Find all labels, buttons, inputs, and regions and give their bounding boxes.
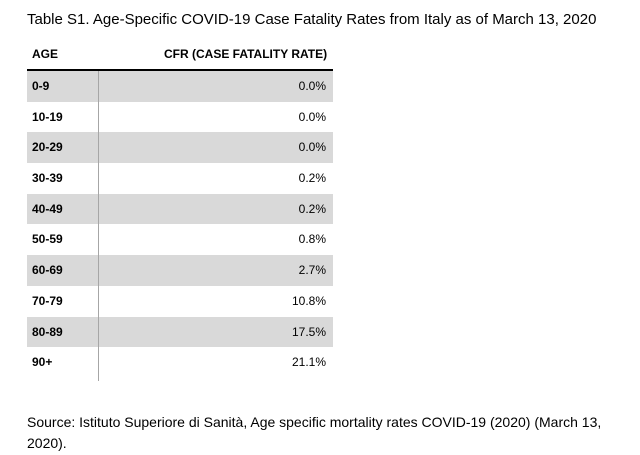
age-cell: 30-39 [32, 171, 63, 186]
cfr-cell: 0.0% [298, 109, 326, 124]
age-cell: 10-19 [32, 109, 63, 124]
table-row: 90+ 21.1% [27, 347, 333, 378]
age-cell: 0-9 [32, 79, 50, 93]
cfr-cell: 0.2% [298, 201, 326, 216]
table-row: 50-59 0.8% [27, 224, 333, 255]
cfr-cell: 0.0% [298, 79, 326, 93]
age-cell: 80-89 [32, 324, 63, 339]
cfr-cell: 0.0% [298, 140, 326, 155]
header-cfr: CFR (CASE FATALITY RATE) [164, 47, 328, 61]
table-header: AGE CFR (CASE FATALITY RATE) [27, 41, 333, 71]
table-body: 0-9 0.0% 10-19 0.0% 20-29 0.0% 30-39 0.2… [27, 71, 333, 378]
table-title: Table S1. Age-Specific COVID-19 Case Fat… [27, 11, 597, 28]
age-cell: 70-79 [32, 293, 63, 308]
table-row: 40-49 0.2% [27, 193, 333, 225]
header-age: AGE [32, 47, 59, 61]
cfr-cell: 2.7% [298, 263, 326, 278]
cfr-cell: 21.1% [291, 355, 326, 370]
cfr-cell: 17.5% [291, 324, 326, 339]
age-cell: 20-29 [32, 140, 63, 155]
source-note: Source: Istituto Superiore di Sanità, Ag… [27, 414, 602, 451]
table-row: 60-69 2.7% [27, 255, 333, 286]
table-row: 80-89 17.5% [27, 316, 333, 348]
age-cell: 90+ [32, 355, 53, 370]
cfr-table: AGE CFR (CASE FATALITY RATE) 0-9 0.0% 10… [27, 41, 333, 381]
table-row: 30-39 0.2% [27, 163, 333, 194]
cfr-cell: 0.8% [298, 232, 326, 247]
table-row: 0-9 0.0% [27, 71, 333, 102]
table-row: 70-79 10.8% [27, 286, 333, 317]
cfr-cell: 0.2% [298, 171, 326, 186]
age-cell: 40-49 [32, 201, 63, 216]
age-cell: 60-69 [32, 263, 63, 278]
table-row: 20-29 0.0% [27, 132, 333, 164]
column-divider [98, 71, 99, 381]
table-row: 10-19 0.0% [27, 102, 333, 133]
age-cell: 50-59 [32, 232, 63, 247]
cfr-cell: 10.8% [291, 293, 326, 308]
